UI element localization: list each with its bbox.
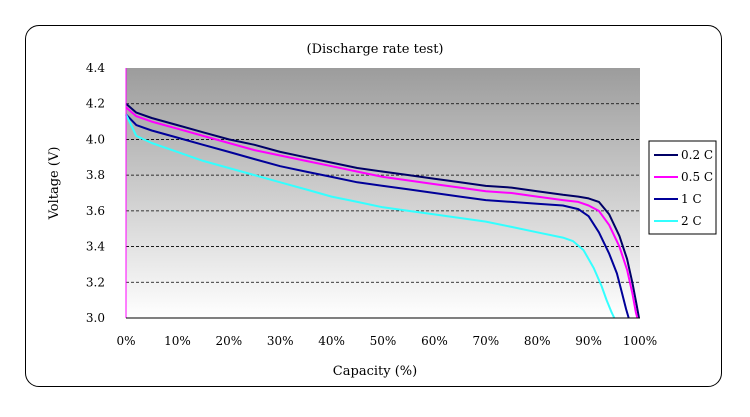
series-line-1-c [125,113,630,319]
y-tick-label-5: 4.0 [86,132,105,146]
x-tick-label-3: 30% [267,334,294,348]
legend-label-0-2-c: 0.2 C [681,148,713,162]
legend-box [648,140,717,235]
legend: 0.2 C 0.5 C 1 C 2 C [648,140,717,235]
x-tick-label-6: 60% [421,334,448,348]
x-tick-label-1: 10% [164,334,191,348]
grid-lines [126,103,640,283]
plot-area [126,68,640,318]
x-tick-label-7: 70% [472,334,499,348]
x-tick-label-5: 50% [370,334,397,348]
y-tick-label-6: 4.2 [86,97,105,111]
x-tick-label-4: 40% [318,334,345,348]
legend-label-2-c: 2 C [681,214,702,228]
y-tick-label-2: 3.4 [86,240,105,254]
x-tick-labels: 0% 10% 20% 30% 40% 50% 60% 70% 80% 90% 100% [116,334,657,348]
x-tick-label-8: 80% [524,334,551,348]
y-tick-label-1: 3.2 [86,275,105,289]
series-line-0-5-c [125,106,639,319]
y-tick-label-0: 3.0 [86,311,105,325]
series-line-0-2-c [125,102,640,319]
y-tick-label-4: 3.8 [86,168,105,182]
x-axis-label: Capacity (%) [333,364,417,379]
legend-label-0-5-c: 0.5 C [681,170,713,184]
legend-label-1-c: 1 C [681,192,702,206]
y-tick-label-7: 4.4 [86,61,105,75]
x-tick-label-0: 0% [116,334,135,348]
x-tick-label-9: 90% [575,334,602,348]
series-line-2-c [125,113,616,319]
y-tick-label-3: 3.6 [86,204,105,218]
series-layer [125,102,640,319]
x-tick-label-10: 100% [623,334,657,348]
chart-title: (Discharge rate test) [307,42,444,57]
y-axis-label: Voltage (V) [47,147,62,221]
y-tick-labels: 3.0 3.2 3.4 3.6 3.8 4.0 4.2 4.4 [86,61,105,325]
x-tick-label-2: 20% [215,334,242,348]
